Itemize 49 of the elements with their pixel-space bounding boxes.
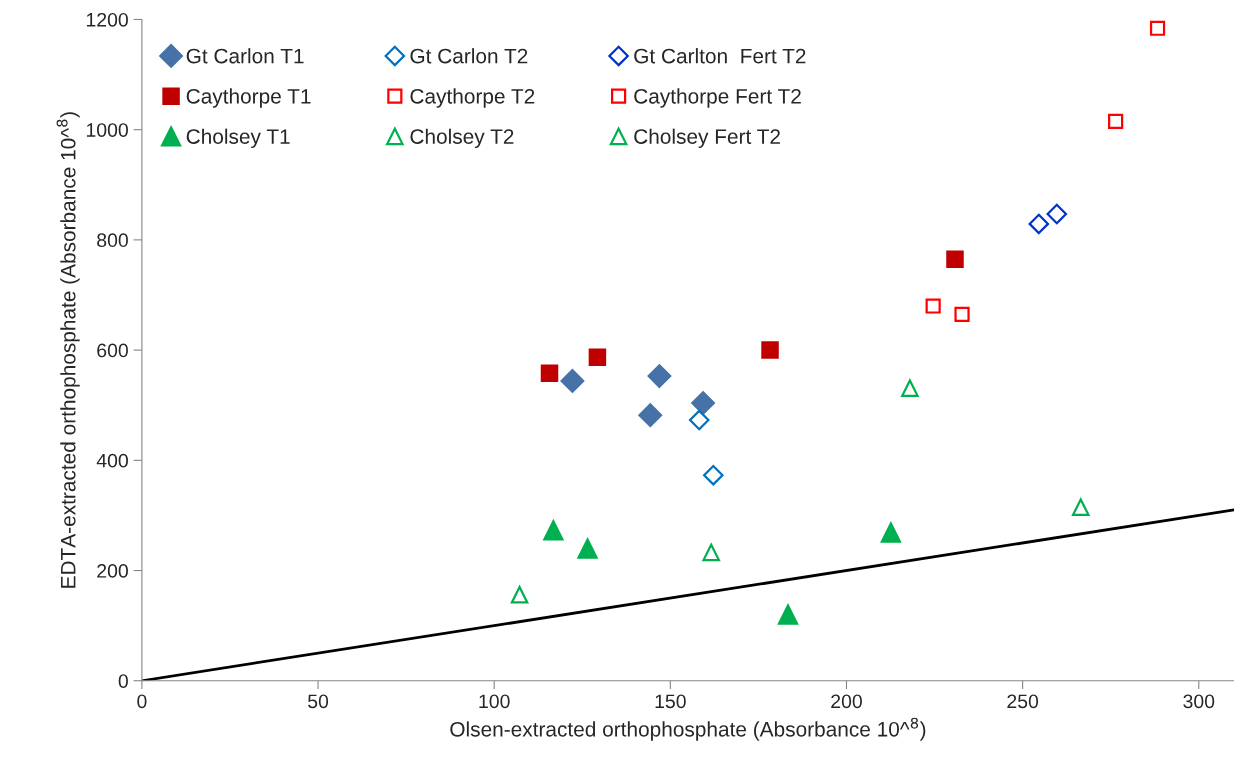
point: [691, 391, 716, 415]
point: [1108, 113, 1124, 129]
point: [1149, 20, 1166, 36]
y-tick-label: 1000: [86, 123, 128, 137]
y-axis-title: EDTA-extracted orthophosphate (Absorbance 10^$^{8}$): [56, 112, 80, 588]
legend-label: Caythorpe T1: [186, 88, 311, 108]
point: [777, 604, 799, 625]
legend-label: Cholsey T2: [410, 128, 514, 149]
point: [647, 364, 672, 388]
point: [703, 464, 724, 486]
legend-label: Cholsey T1: [186, 128, 290, 149]
x-tick-label: 0: [137, 694, 147, 709]
point: [1028, 213, 1050, 235]
point: [688, 409, 710, 431]
point: [510, 586, 529, 604]
point: [543, 520, 564, 541]
point: [540, 364, 559, 382]
y-tick-label: 400: [96, 453, 128, 468]
point: [1046, 203, 1068, 225]
y-tick-label: 800: [97, 233, 128, 248]
x-tick-label: 300: [1183, 694, 1215, 709]
legend-label: Gt Carlon T1: [186, 48, 304, 64]
y-tick-label: 0: [118, 674, 128, 688]
point: [880, 522, 902, 543]
legend-label: Gt Carlon T2: [410, 48, 528, 64]
x-axis-title: Olsen-extracted orthophosphate (Absorbance 10^$^{8}$): [450, 717, 926, 741]
point: [946, 250, 964, 268]
y-tick-label: 1200: [86, 12, 128, 27]
legend-label: Caythorpe T2: [410, 88, 535, 108]
x-tick-label: 50: [308, 694, 329, 709]
point: [588, 348, 607, 367]
point: [901, 379, 919, 397]
point: [702, 543, 720, 562]
x-tick-label: 250: [1007, 694, 1039, 709]
legend-label: Gt Carlton Fert T2: [634, 48, 806, 64]
point: [560, 369, 585, 393]
legend-label: Caythorpe Fert T2: [634, 88, 801, 108]
point: [954, 306, 970, 322]
point: [761, 341, 779, 359]
point: [577, 538, 598, 559]
y-tick-label: 600: [97, 343, 128, 358]
point: [1071, 498, 1090, 516]
point: [638, 403, 663, 428]
x-tick-label: 150: [655, 694, 686, 709]
x-tick-label: 200: [831, 694, 862, 709]
legend-label: Cholsey Fert T2: [634, 128, 780, 149]
y-tick-label: 200: [97, 564, 128, 578]
x-tick-label: 100: [479, 694, 510, 709]
point: [925, 298, 941, 314]
